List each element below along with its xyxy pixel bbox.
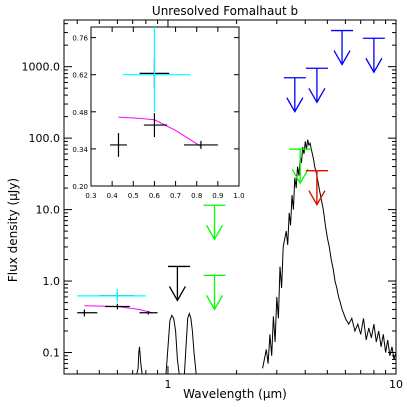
y-axis-label: Flux density (μJy) <box>6 178 20 282</box>
inset-y-tick-label: 0.76 <box>72 35 88 43</box>
main-upper-limit-arrowhead <box>365 57 383 74</box>
y-tick-label: 0.1 <box>43 346 61 359</box>
inset-y-tick-label: 0.48 <box>72 109 88 117</box>
x-axis-label: Wavelength (μm) <box>183 387 287 401</box>
main-upper-limit-arrowhead <box>308 190 326 207</box>
main-upper-limit-arrowhead <box>308 87 326 104</box>
main-upper-limit-arrowhead <box>333 50 351 66</box>
inset-x-tick-label: 0.3 <box>85 192 96 200</box>
inset-plot-area: 0.3 0.4 0.5 0.6 0.7 0.8 0.9 1.0 0.20 0.34 0.48 0.62… <box>72 26 245 200</box>
x-tick-label: 1 <box>164 378 171 391</box>
inset-x-tick-label: 0.9 <box>212 192 223 200</box>
main-upper-limit-arrowhead <box>205 295 224 311</box>
inset-x-tick-label: 0.4 <box>107 192 119 200</box>
main-fit-curve <box>84 305 153 314</box>
inset-plot-frame <box>90 26 240 187</box>
inset-x-tick-label: 0.8 <box>191 192 202 200</box>
inset-y-tick-label: 0.62 <box>72 72 88 80</box>
main-upper-limit-arrowhead <box>291 168 309 185</box>
inset-x-tick-label: 0.5 <box>128 192 139 200</box>
y-tick-label: 1000.0 <box>22 61 61 74</box>
y-tick-label: 10.0 <box>36 204 61 217</box>
main-data-layer <box>77 29 396 374</box>
y-tick-label: 1.0 <box>43 275 61 288</box>
main-model-spectrum-line <box>136 346 143 374</box>
inset-y-tick-label: 0.34 <box>72 146 88 154</box>
main-upper-limit-arrowhead <box>286 97 304 114</box>
main-upper-limit-arrowhead <box>205 224 224 241</box>
inset-y-tick-label: 0.20 <box>72 183 88 191</box>
main-model-spectrum-line <box>183 312 197 374</box>
inset-x-tick-label: 1.0 <box>233 192 244 200</box>
x-tick-label: 10 <box>389 378 403 391</box>
inset-x-tick-label: 0.6 <box>149 192 161 200</box>
y-tick-label: 100.0 <box>29 132 61 145</box>
main-upper-limit-arrowhead <box>168 286 186 302</box>
main-model-spectrum-line <box>165 314 180 374</box>
chart-title: Unresolved Fomalhaut b <box>152 4 298 18</box>
inset-x-tick-label: 0.7 <box>170 192 181 200</box>
